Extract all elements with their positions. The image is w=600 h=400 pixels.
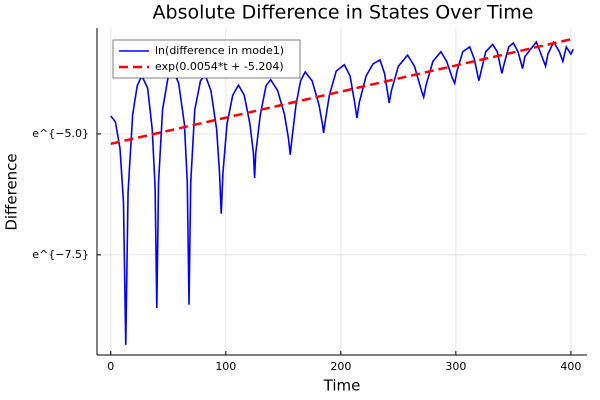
x-tick-label: 400 — [560, 360, 581, 373]
y-axis-label: Difference — [3, 153, 21, 230]
x-tick-label: 100 — [215, 360, 236, 373]
x-tick-label: 300 — [445, 360, 466, 373]
y-tick-label: e^{−7.5} — [32, 248, 89, 261]
line-series — [110, 37, 575, 146]
x-axis-label: Time — [323, 377, 361, 395]
legend-label: exp(0.0054*t + -5.204) — [155, 60, 284, 73]
line-series — [110, 40, 574, 345]
x-tick-label: 0 — [107, 360, 114, 373]
y-tick-label: e^{−5.0} — [32, 127, 89, 140]
chart-title: Absolute Difference in States Over Time — [153, 2, 534, 24]
legend-box — [112, 39, 301, 79]
legend-label: ln(difference in mode1) — [155, 44, 284, 57]
x-tick-label: 200 — [330, 360, 351, 373]
